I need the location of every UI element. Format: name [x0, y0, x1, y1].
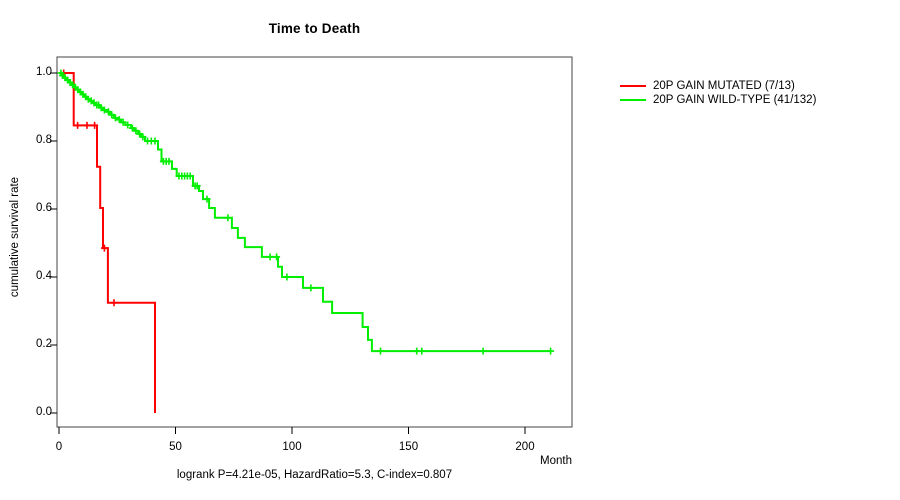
series-wildtype-censor-marks	[57, 69, 555, 355]
y-tick-label: 0.2	[36, 338, 52, 350]
x-tick-label: 0	[55, 441, 63, 453]
axis-ticks	[50, 72, 526, 434]
x-tick-label: 150	[398, 441, 419, 453]
series-mutated-censor-marks	[60, 69, 118, 307]
chart-title: Time to Death	[268, 21, 361, 36]
legend-swatch-mutated	[620, 85, 646, 87]
y-tick-label: 0.6	[36, 202, 52, 214]
legend-swatch-wildtype	[620, 99, 646, 101]
legend-entry-mutated: 20P GAIN MUTATED (7/13)	[620, 79, 816, 93]
series-mutated-curve	[59, 72, 156, 413]
plot-box	[56, 56, 573, 428]
x-tick-label: 50	[169, 441, 182, 453]
caption-stats: logrank P=4.21e-05, HazardRatio=5.3, C-i…	[176, 469, 453, 481]
y-tick-label: 0.0	[36, 406, 52, 418]
legend: 20P GAIN MUTATED (7/13) 20P GAIN WILD-TY…	[620, 79, 816, 107]
y-tick-label: 1.0	[36, 66, 52, 78]
x-tick-label: 200	[515, 441, 535, 453]
legend-label-wildtype: 20P GAIN WILD-TYPE (41/132)	[653, 94, 817, 106]
series-wildtype-curve	[59, 72, 551, 353]
legend-entry-wildtype: 20P GAIN WILD-TYPE (41/132)	[620, 93, 816, 107]
legend-label-mutated: 20P GAIN MUTATED (7/13)	[653, 80, 795, 92]
x-tick-label: 100	[282, 441, 302, 453]
y-tick-label: 0.8	[36, 134, 52, 146]
y-tick-label: 0.4	[36, 270, 52, 282]
x-axis-label: Month	[540, 455, 572, 467]
